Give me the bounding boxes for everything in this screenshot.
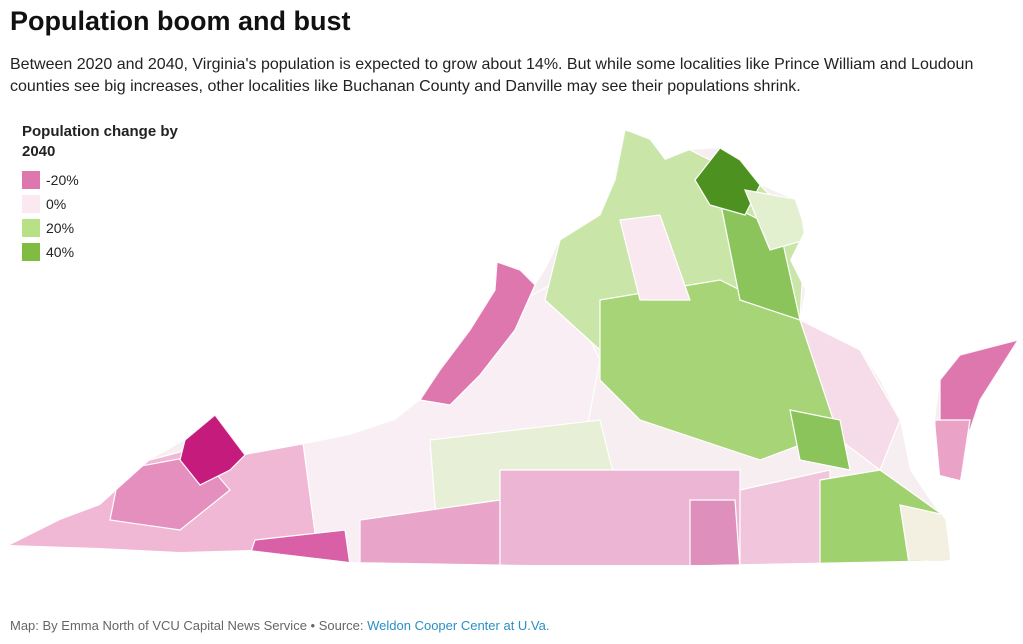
- legend-item: 20%: [22, 216, 192, 240]
- legend-items: -20% 0% 20% 40%: [22, 168, 192, 264]
- legend-item: -20%: [22, 168, 192, 192]
- legend-label: 40%: [46, 244, 75, 260]
- footer-text: Map: By Emma North of VCU Capital News S…: [10, 618, 368, 633]
- footer: Map: By Emma North of VCU Capital News S…: [10, 618, 549, 633]
- legend-label: 20%: [46, 220, 75, 236]
- legend-swatch: [22, 243, 40, 261]
- legend-title: Population change by 2040: [22, 123, 178, 160]
- legend-label: 0%: [46, 196, 67, 212]
- legend-item: 0%: [22, 192, 192, 216]
- legend: Population change by 2040 -20% 0% 20% 40%: [22, 122, 192, 264]
- source-link[interactable]: Weldon Cooper Center at U.Va.: [367, 618, 550, 633]
- legend-label: -20%: [46, 172, 79, 188]
- title: Population boom and bust: [10, 6, 351, 36]
- legend-item: 40%: [22, 240, 192, 264]
- legend-swatch: [22, 171, 40, 189]
- legend-swatch: [22, 219, 40, 237]
- subtitle: Between 2020 and 2040, Virginia's popula…: [10, 56, 974, 95]
- legend-swatch: [22, 195, 40, 213]
